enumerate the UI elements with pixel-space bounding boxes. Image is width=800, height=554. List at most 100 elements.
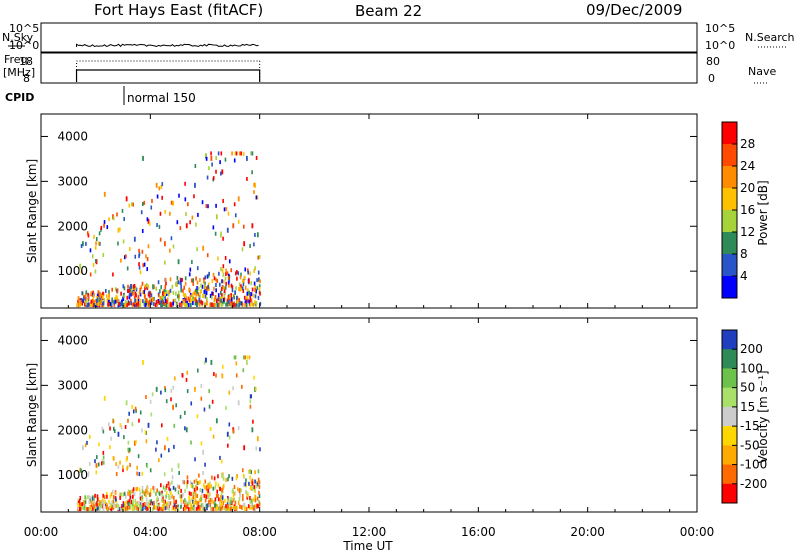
range-cell (84, 443, 87, 448)
range-cell (181, 373, 184, 378)
range-cell (139, 491, 141, 496)
range-cell (95, 463, 98, 468)
range-cell (172, 301, 175, 306)
range-cell (158, 458, 160, 463)
range-cell (185, 212, 187, 217)
range-cell (258, 494, 261, 499)
range-cell (185, 427, 188, 433)
range-cell (232, 504, 235, 509)
range-cell (155, 447, 157, 452)
range-cell (83, 296, 85, 301)
range-cell (218, 271, 220, 276)
range-cell (94, 459, 96, 464)
range-cell (122, 501, 125, 506)
range-cell (125, 400, 128, 406)
range-cell (169, 490, 172, 495)
range-cell (257, 477, 260, 482)
range-cell (206, 175, 209, 180)
range-cell (181, 479, 184, 484)
range-cell (194, 506, 196, 511)
range-cell (119, 227, 121, 232)
range-cell (100, 299, 102, 304)
range-cell (188, 302, 190, 307)
range-cell (139, 505, 142, 510)
range-cell (145, 301, 147, 306)
range-cell (177, 506, 180, 511)
range-cell (184, 498, 186, 503)
range-cell (183, 285, 186, 290)
range-cell (124, 501, 127, 506)
range-cell (196, 506, 198, 511)
range-cell (257, 469, 260, 474)
range-cell (247, 504, 250, 509)
power-colorbar-label: Power [dB] (756, 180, 770, 245)
velocity-panel: 4000 3000 2000 1000 Slant Range [km] (25, 317, 698, 513)
range-cell (217, 293, 220, 298)
range-cell (119, 460, 121, 465)
range-cell (98, 442, 100, 447)
range-cell (205, 358, 207, 363)
power-data-marks (76, 151, 262, 308)
range-cell (216, 489, 219, 494)
range-cell (205, 486, 208, 491)
range-cell (104, 499, 106, 504)
range-cell (168, 486, 170, 491)
range-cell (112, 426, 115, 431)
range-cell (211, 291, 213, 296)
range-cell (114, 491, 117, 496)
range-cell (158, 186, 161, 191)
range-cell (183, 507, 186, 512)
range-cell (121, 504, 123, 509)
colorbar-swatch (722, 368, 737, 389)
beam-label: Beam 22 (355, 2, 422, 20)
range-cell (190, 492, 192, 497)
range-cell (179, 414, 182, 419)
range-cell (256, 496, 259, 501)
range-cell (222, 236, 224, 241)
range-cell (90, 299, 93, 304)
range-cell (220, 233, 222, 238)
range-cell (222, 485, 225, 490)
range-cell (221, 364, 224, 369)
range-cell (114, 296, 116, 301)
range-cell (171, 506, 174, 511)
range-cell (77, 296, 80, 301)
range-cell (204, 498, 207, 503)
range-cell (259, 291, 261, 296)
range-cell (242, 152, 245, 157)
range-cell (254, 287, 257, 292)
range-cell (252, 293, 255, 298)
range-cell (105, 288, 107, 293)
range-cell (124, 424, 127, 429)
range-cell (221, 487, 223, 492)
range-cell (195, 299, 198, 304)
range-cell (214, 295, 217, 300)
range-cell (175, 499, 177, 504)
range-cell (82, 241, 84, 247)
range-cell (92, 303, 95, 308)
range-cell (78, 500, 80, 505)
freq-tick-high: 18 (19, 55, 33, 68)
range-cell (195, 493, 197, 498)
range-cell (115, 497, 117, 502)
range-cell (196, 302, 198, 307)
range-cell (113, 429, 116, 434)
range-cell (138, 418, 140, 423)
x-axis: 00:00 04:00 08:00 12:00 16:00 20:00 00:00 (24, 114, 714, 539)
range-cell (131, 302, 134, 307)
range-cell (82, 291, 84, 296)
range-cell (237, 271, 240, 276)
range-cell (181, 277, 183, 282)
range-cell (143, 200, 146, 205)
x-tick-label: 04:00 (133, 525, 168, 539)
range-cell (209, 502, 211, 507)
range-cell (246, 295, 248, 300)
range-cell (210, 155, 213, 161)
range-cell (162, 485, 165, 490)
range-cell (191, 215, 194, 220)
range-cell (230, 297, 233, 302)
range-cell (164, 388, 167, 393)
range-cell (156, 496, 159, 501)
range-cell (215, 494, 218, 499)
range-cell (87, 495, 89, 500)
